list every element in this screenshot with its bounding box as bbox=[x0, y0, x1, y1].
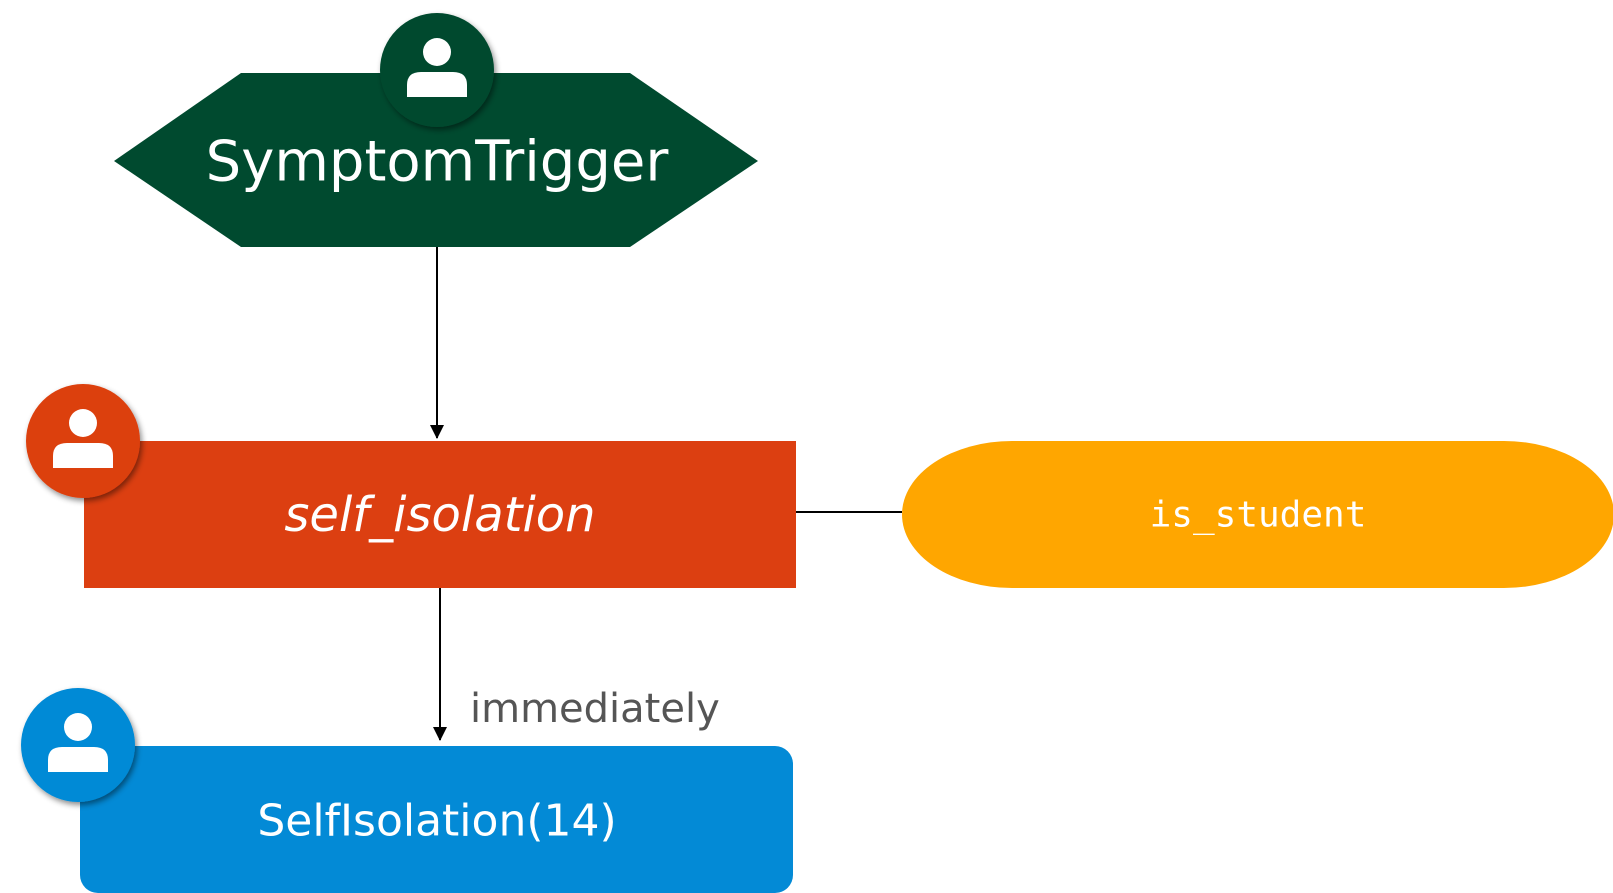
condition-shape bbox=[902, 441, 1613, 588]
action-label: self_isolation bbox=[284, 487, 595, 543]
condition-label: is_student bbox=[1150, 495, 1367, 536]
trigger-shape bbox=[114, 73, 758, 247]
effect-node[interactable]: SelfIsolation(14) bbox=[80, 746, 793, 893]
action-shape bbox=[84, 441, 796, 588]
trigger-label: SymptomTrigger bbox=[206, 130, 670, 195]
effect-shape bbox=[80, 746, 793, 893]
action-node[interactable]: self_isolation bbox=[84, 441, 796, 588]
action-person-icon bbox=[26, 384, 140, 498]
trigger-node[interactable]: SymptomTrigger bbox=[114, 73, 758, 247]
effect-label: SelfIsolation(14) bbox=[257, 796, 616, 847]
trigger-person-icon bbox=[380, 13, 494, 127]
edge-label-immediately: immediately bbox=[470, 686, 720, 732]
condition-node[interactable]: is_student bbox=[902, 441, 1613, 588]
effect-person-icon bbox=[21, 688, 135, 802]
